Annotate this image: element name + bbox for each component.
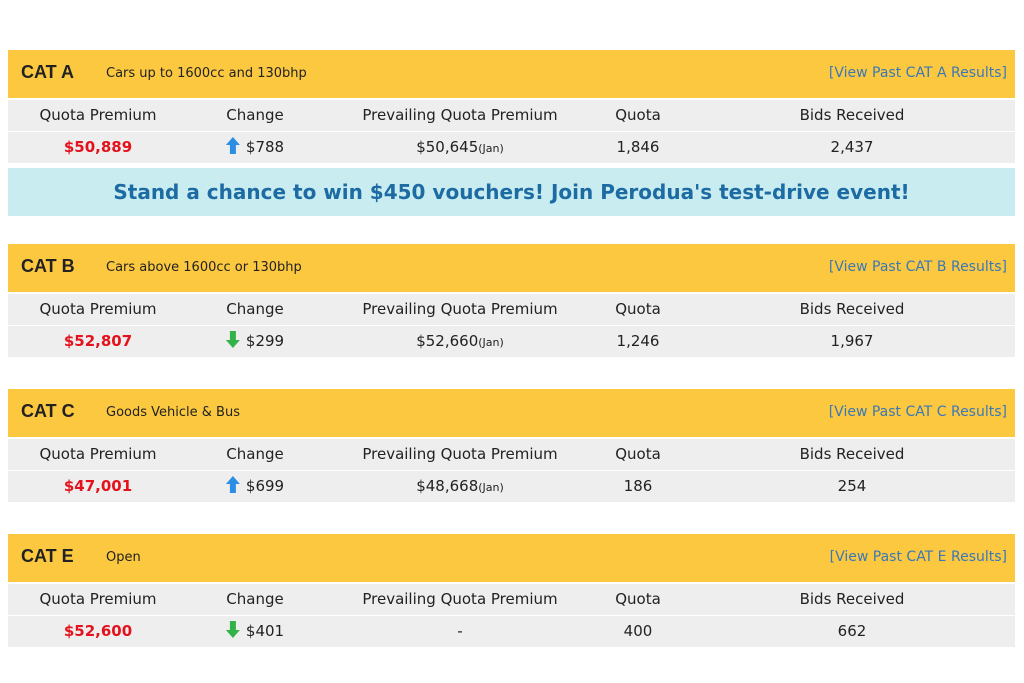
column-header: Quota Premium bbox=[39, 445, 157, 463]
quota: 1,246 bbox=[616, 332, 660, 350]
column-header: Quota Premium bbox=[39, 590, 157, 608]
data-row: $47,001 $699 $48,668(Jan) 186 254 bbox=[8, 471, 1015, 502]
category-description: Open bbox=[106, 550, 141, 565]
column-header: Quota Premium bbox=[39, 106, 157, 124]
data-row: $52,600 $401 - 400 662 bbox=[8, 616, 1015, 647]
change-arrow bbox=[225, 137, 240, 154]
change-arrow bbox=[225, 621, 240, 638]
category-title: CAT C bbox=[21, 401, 75, 421]
quota-premium: $52,807 bbox=[63, 332, 133, 350]
column-header-row: Quota Premium Change Prevailing Quota Prem… bbox=[8, 100, 1015, 131]
prevailing-month: (Jan) bbox=[478, 142, 504, 155]
data-row: $52,807 $299 $52,660(Jan) 1,246 1,967 bbox=[8, 326, 1015, 357]
change-value: $699 bbox=[245, 477, 285, 495]
past-results-link[interactable]: [View Past CAT A Results] bbox=[828, 65, 1007, 81]
category-header: CAT E Open [View Past CAT E Results] bbox=[8, 534, 1015, 582]
column-header: Change bbox=[226, 106, 284, 124]
change-value: $401 bbox=[245, 622, 285, 640]
column-header: Change bbox=[226, 590, 284, 608]
change: $299 bbox=[225, 326, 285, 357]
category-header: CAT C Goods Vehicle & Bus [View Past CAT C… bbox=[8, 389, 1015, 437]
prevailing-premium: - bbox=[457, 616, 462, 647]
column-header: Quota bbox=[615, 106, 661, 124]
category-description: Cars above 1600cc or 130bhp bbox=[106, 260, 302, 275]
category-header: CAT A Cars up to 1600cc and 130bhp [View P… bbox=[8, 50, 1015, 98]
column-header: Prevailing Quota Premium bbox=[362, 445, 558, 463]
column-header: Change bbox=[226, 445, 284, 463]
past-results-link[interactable]: [View Past CAT C Results] bbox=[828, 404, 1007, 420]
column-header: Prevailing Quota Premium bbox=[362, 590, 558, 608]
prevailing-value: $52,660 bbox=[416, 332, 479, 350]
change-arrow bbox=[225, 476, 240, 493]
column-header: Bids Received bbox=[799, 445, 905, 463]
change: $788 bbox=[225, 132, 285, 163]
quota: 1,846 bbox=[616, 138, 660, 156]
column-header: Quota bbox=[615, 445, 661, 463]
column-header: Quota bbox=[615, 590, 661, 608]
category-title: CAT A bbox=[21, 62, 74, 82]
prevailing-value: $50,645 bbox=[416, 138, 479, 156]
bids-received: 1,967 bbox=[830, 332, 874, 350]
prevailing-month: (Jan) bbox=[478, 481, 504, 494]
past-results-link[interactable]: [View Past CAT B Results] bbox=[828, 259, 1007, 275]
change: $401 bbox=[225, 616, 285, 647]
prevailing-value: $48,668 bbox=[416, 477, 479, 495]
column-header: Prevailing Quota Premium bbox=[362, 300, 558, 318]
quota-premium: $47,001 bbox=[63, 477, 133, 495]
promo-banner[interactable]: Stand a chance to win $450 vouchers! Joi… bbox=[8, 168, 1015, 216]
change-value: $788 bbox=[245, 138, 285, 156]
column-header: Prevailing Quota Premium bbox=[362, 106, 558, 124]
prevailing-month: (Jan) bbox=[478, 336, 504, 349]
bids-received: 254 bbox=[837, 477, 867, 495]
quota-premium: $52,600 bbox=[63, 622, 133, 640]
prevailing-value: - bbox=[457, 622, 463, 640]
column-header-row: Quota Premium Change Prevailing Quota Prem… bbox=[8, 294, 1015, 325]
quota: 186 bbox=[623, 477, 653, 495]
category-description: Cars up to 1600cc and 130bhp bbox=[106, 66, 307, 81]
category-title: CAT B bbox=[21, 256, 75, 276]
bids-received: 2,437 bbox=[830, 138, 874, 156]
column-header: Change bbox=[226, 300, 284, 318]
quota: 400 bbox=[623, 622, 653, 640]
change: $699 bbox=[225, 471, 285, 502]
column-header-row: Quota Premium Change Prevailing Quota Prem… bbox=[8, 439, 1015, 470]
column-header: Bids Received bbox=[799, 590, 905, 608]
bids-received: 662 bbox=[837, 622, 867, 640]
change-arrow bbox=[225, 331, 240, 348]
prevailing-premium: $52,660(Jan) bbox=[416, 326, 504, 357]
prevailing-premium: $48,668(Jan) bbox=[416, 471, 504, 502]
category-header: CAT B Cars above 1600cc or 130bhp [View Pa… bbox=[8, 244, 1015, 292]
column-header: Quota bbox=[615, 300, 661, 318]
column-header: Bids Received bbox=[799, 106, 905, 124]
change-value: $299 bbox=[245, 332, 285, 350]
past-results-link[interactable]: [View Past CAT E Results] bbox=[829, 549, 1007, 565]
prevailing-premium: $50,645(Jan) bbox=[416, 132, 504, 163]
column-header: Quota Premium bbox=[39, 300, 157, 318]
category-description: Goods Vehicle & Bus bbox=[106, 405, 240, 420]
category-title: CAT E bbox=[21, 546, 74, 566]
column-header: Bids Received bbox=[799, 300, 905, 318]
data-row: $50,889 $788 $50,645(Jan) 1,846 2,437 bbox=[8, 132, 1015, 163]
quota-premium: $50,889 bbox=[63, 138, 133, 156]
column-header-row: Quota Premium Change Prevailing Quota Prem… bbox=[8, 584, 1015, 615]
